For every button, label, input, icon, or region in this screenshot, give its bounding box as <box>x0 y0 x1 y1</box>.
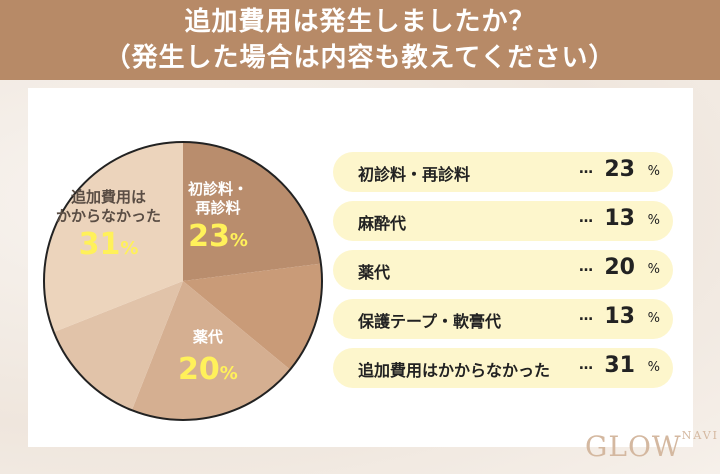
title-line-1: 追加費用は発生しましたか？ <box>184 7 536 37</box>
legend-row: 保護テープ・軟膏代 … 13 % <box>333 299 673 339</box>
pie-slice <box>183 142 321 281</box>
pie-label-medicine: 薬代 20% <box>178 328 238 387</box>
legend-row: 追加費用はかからなかった … 31 % <box>333 348 673 388</box>
pie-chart <box>43 141 323 421</box>
title-line-2: （発生した場合は内容も教えてください） <box>104 43 616 73</box>
pie-slice <box>183 263 322 370</box>
glow-navi-logo: GLOWNAVI <box>585 429 720 464</box>
legend-row: 初診料・再診料 … 23 % <box>333 152 673 192</box>
pie-label-no-cost: 追加費用は かからなかった 31% <box>56 188 162 262</box>
header-banner: 追加費用は発生しましたか？ （発生した場合は内容も教えてください） <box>0 0 720 80</box>
legend-list: 初診料・再診料 … 23 % 麻酔代 … 13 % 薬代 … 20 % 保護テー… <box>333 152 673 397</box>
legend-row: 薬代 … 20 % <box>333 250 673 290</box>
pie-label-initial-fee: 初診料・ 再診料 23% <box>188 180 249 254</box>
legend-row: 麻酔代 … 13 % <box>333 201 673 241</box>
pie-outline <box>43 141 323 421</box>
pie-slice <box>131 281 291 420</box>
pie-slice <box>53 281 183 411</box>
